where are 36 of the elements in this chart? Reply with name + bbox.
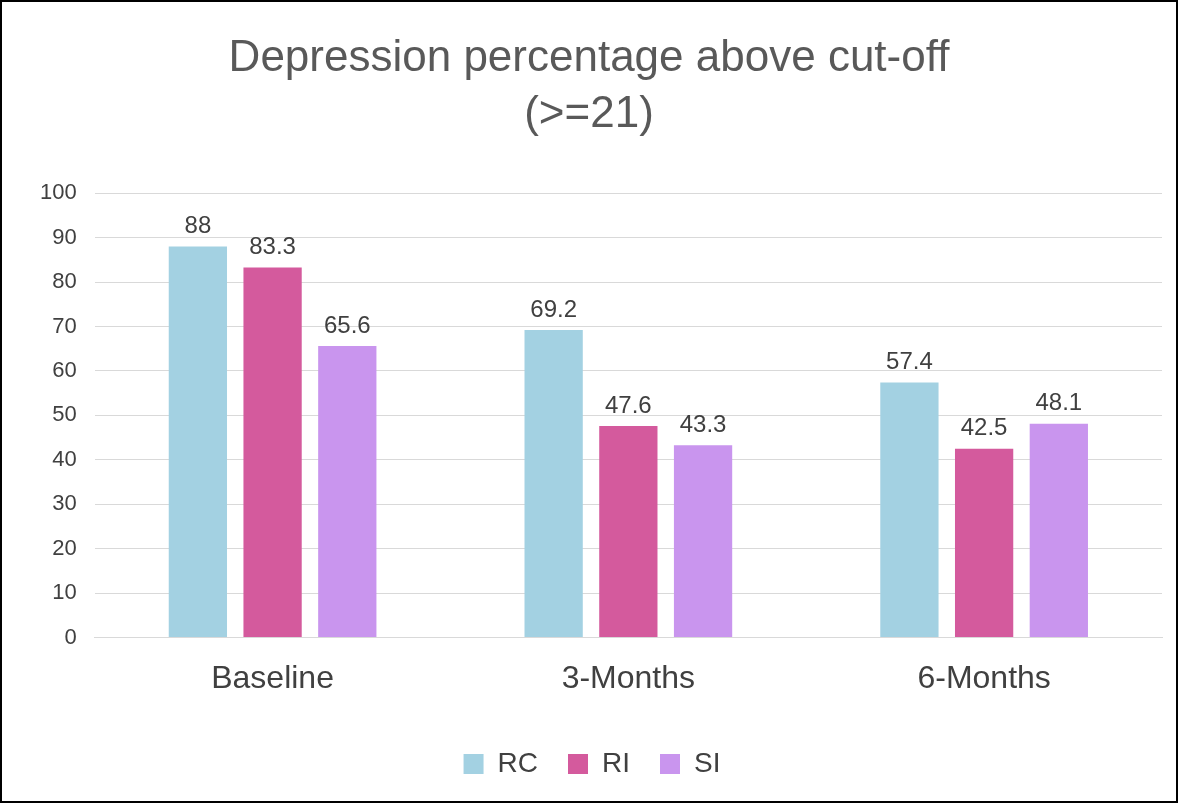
data-label: 69.2 xyxy=(530,294,577,322)
y-tick-label: 90 xyxy=(52,223,77,249)
y-tick-label: 60 xyxy=(52,357,77,383)
y-tick-label: 100 xyxy=(39,179,77,205)
bar xyxy=(673,445,733,638)
data-label: 57.4 xyxy=(886,347,933,375)
data-label: 47.6 xyxy=(604,390,652,418)
data-label: 42.5 xyxy=(960,413,1008,441)
bar xyxy=(524,330,583,638)
bar xyxy=(599,426,658,638)
x-tick-label: 3-Months xyxy=(561,658,696,695)
data-label: 43.3 xyxy=(679,409,727,437)
y-tick-label: 30 xyxy=(52,490,77,516)
bar xyxy=(1029,423,1088,638)
y-tick-label: 80 xyxy=(52,268,77,294)
x-tick-label: 6-Months xyxy=(917,658,1051,695)
data-label: 83.3 xyxy=(249,232,296,260)
y-tick-label: 0 xyxy=(64,623,77,649)
y-tick-label: 70 xyxy=(52,312,77,338)
legend-label: SI xyxy=(693,746,721,778)
bar xyxy=(880,382,939,638)
bar xyxy=(243,267,302,638)
data-label: 48.1 xyxy=(1035,388,1083,416)
legend-label: RI xyxy=(601,746,630,778)
bar xyxy=(318,346,377,638)
y-tick-label: 40 xyxy=(52,445,77,471)
y-tick-label: 20 xyxy=(52,534,77,560)
y-tick-label: 50 xyxy=(52,401,77,427)
data-label: 65.6 xyxy=(323,310,371,338)
bar xyxy=(954,448,1014,638)
x-tick-label: Baseline xyxy=(211,658,334,695)
bar xyxy=(168,246,228,638)
data-label: 88 xyxy=(184,211,212,239)
chart-title: Depression percentage above cut-off (>=21) xyxy=(227,30,951,138)
y-tick-label: 10 xyxy=(52,579,77,605)
legend-label: RC xyxy=(497,746,538,778)
